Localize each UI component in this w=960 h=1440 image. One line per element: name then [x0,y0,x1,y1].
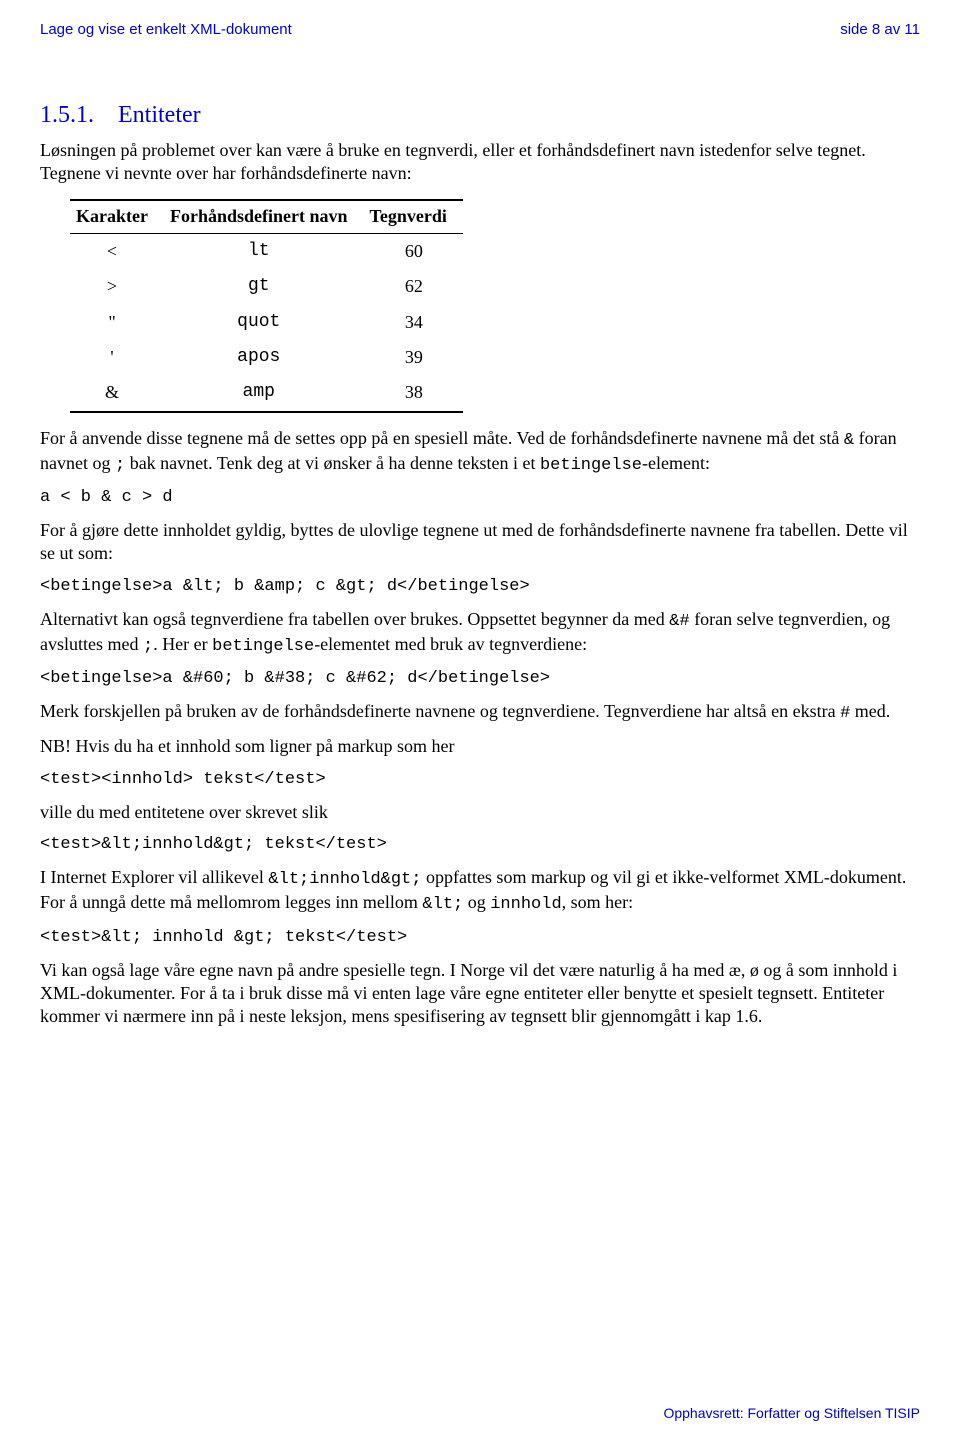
text: og [463,892,490,912]
text: , som her: [562,892,634,912]
text: -element: [642,453,710,473]
code-block-1: a < b & c > d [40,487,920,509]
section-heading: 1.5.1. Entiteter [40,100,920,131]
inline-code: &lt;innhold&gt; [268,870,421,889]
inline-code: betingelse [540,456,642,475]
cell-char: < [70,233,164,269]
paragraph-9: Vi kan også lage våre egne navn på andre… [40,959,920,1029]
table-row: " quot 34 [70,305,463,340]
text: bak navnet. Tenk deg at vi ønsker å ha d… [125,453,540,473]
inline-code: innhold [490,895,561,914]
inline-code: # [840,704,850,723]
cell-val: 62 [364,269,463,304]
paragraph-5: Merk forskjellen på bruken av de forhånd… [40,700,920,725]
text: I Internet Explorer vil allikevel [40,867,268,887]
cell-name: amp [164,375,364,411]
inline-code: & [844,431,854,450]
code-block-6: <test>&lt; innhold &gt; tekst</test> [40,927,920,949]
text: For å anvende disse tegnene må de settes… [40,428,844,448]
cell-char: & [70,375,164,411]
cell-char: > [70,269,164,304]
text: -elementet med bruk av tegnverdiene: [314,634,587,654]
inline-code: betingelse [212,637,314,656]
paragraph-7: ville du med entitetene over skrevet sli… [40,801,920,824]
inline-code: ; [143,637,153,656]
section-title: Entiteter [118,102,201,128]
table-row: & amp 38 [70,375,463,411]
code-block-2: <betingelse>a &lt; b &amp; c &gt; d</bet… [40,576,920,598]
cell-val: 39 [364,340,463,375]
inline-code: &lt; [422,895,463,914]
cell-val: 34 [364,305,463,340]
paragraph-8: I Internet Explorer vil allikevel &lt;in… [40,866,920,916]
table-row: > gt 62 [70,269,463,304]
paragraph-3: For å gjøre dette innholdet gyldig, bytt… [40,519,920,566]
cell-name: apos [164,340,364,375]
text: med. [850,701,890,721]
code-block-4: <test><innhold> tekst</test> [40,769,920,791]
cell-name: lt [164,233,364,269]
text: . Her er [153,634,212,654]
paragraph-4: Alternativt kan også tegnverdiene fra ta… [40,608,920,658]
paragraph-2: For å anvende disse tegnene må de settes… [40,427,920,477]
cell-name: gt [164,269,364,304]
code-block-5: <test>&lt;innhold&gt; tekst</test> [40,834,920,856]
page-header: Lage og vise et enkelt XML-dokument side… [40,20,920,40]
cell-val: 38 [364,375,463,411]
paragraph-1: Løsningen på problemet over kan være å b… [40,139,920,186]
section-number: 1.5.1. [40,102,94,128]
inline-code: &# [669,612,689,631]
paragraph-6: NB! Hvis du ha et innhold som ligner på … [40,735,920,758]
cell-name: quot [164,305,364,340]
table-header-row: Karakter Forhåndsdefinert navn Tegnverdi [70,200,463,233]
table-row: ' apos 39 [70,340,463,375]
cell-val: 60 [364,233,463,269]
th-tegnverdi: Tegnverdi [364,200,463,233]
text: Alternativt kan også tegnverdiene fra ta… [40,609,669,629]
text: Merk forskjellen på bruken av de forhånd… [40,701,840,721]
entity-table: Karakter Forhåndsdefinert navn Tegnverdi… [70,199,463,412]
table-row: < lt 60 [70,233,463,269]
cell-char: " [70,305,164,340]
th-karakter: Karakter [70,200,164,233]
page-footer: Opphavsrett: Forfatter og Stiftelsen TIS… [663,1404,920,1422]
header-left: Lage og vise et enkelt XML-dokument [40,20,292,40]
header-right: side 8 av 11 [840,20,920,40]
code-block-3: <betingelse>a &#60; b &#38; c &#62; d</b… [40,668,920,690]
inline-code: ; [115,456,125,475]
cell-char: ' [70,340,164,375]
th-navn: Forhåndsdefinert navn [164,200,364,233]
